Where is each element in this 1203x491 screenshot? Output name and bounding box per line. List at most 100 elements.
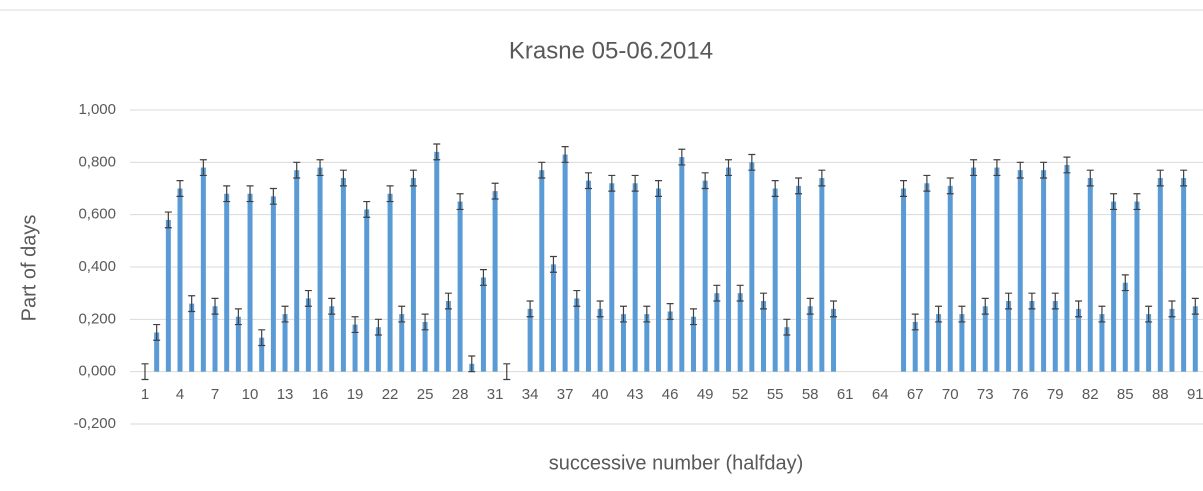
y-tick-label: -0,200 (73, 415, 116, 432)
error-bar (713, 284, 721, 302)
bar (959, 314, 965, 372)
bar (1099, 314, 1105, 372)
error-bar (993, 159, 1001, 177)
bar (1029, 301, 1035, 372)
bar (971, 167, 977, 372)
bar (994, 167, 1000, 372)
error-bar (351, 316, 359, 334)
x-tick-label: 70 (942, 386, 959, 403)
bar (550, 264, 556, 372)
bar (982, 306, 988, 372)
bar (784, 327, 790, 372)
bar (772, 188, 778, 372)
bar (177, 188, 183, 372)
bar (1006, 301, 1012, 372)
bar (294, 170, 300, 372)
error-bar (269, 187, 277, 205)
bar (259, 337, 265, 372)
error-bar (911, 313, 919, 331)
error-bar (491, 182, 499, 200)
x-tick-label: 67 (907, 386, 924, 403)
bar (422, 321, 428, 372)
error-bar (1145, 305, 1153, 323)
error-bar (958, 305, 966, 323)
error-bar (398, 305, 406, 323)
bar (189, 303, 195, 372)
bar (749, 162, 755, 372)
x-tick-label: 13 (277, 386, 294, 403)
error-bar (1168, 300, 1176, 318)
bar (562, 154, 568, 372)
x-tick-label: 49 (697, 386, 714, 403)
error-bar (211, 297, 219, 315)
error-bar (1098, 305, 1106, 323)
bar (1146, 314, 1152, 372)
error-bar (339, 169, 347, 187)
bar (457, 201, 463, 372)
error-bar (946, 177, 954, 195)
x-tick-label: 79 (1047, 386, 1064, 403)
x-tick-label: 22 (382, 386, 399, 403)
error-bar (1016, 161, 1024, 179)
bar (1017, 170, 1023, 372)
bar (1087, 178, 1093, 372)
x-tick-label: 58 (802, 386, 819, 403)
error-bar (164, 211, 172, 229)
error-bar (631, 174, 639, 192)
error-bar (701, 172, 709, 190)
bar (329, 306, 335, 372)
error-bar (596, 300, 604, 318)
bar (387, 193, 393, 372)
bar (1181, 178, 1187, 372)
bar (702, 180, 708, 372)
error-bar (503, 363, 511, 381)
error-bar (1086, 169, 1094, 187)
error-bar (900, 180, 908, 197)
bar (690, 316, 696, 372)
bar (936, 314, 942, 372)
error-bar (1051, 292, 1059, 310)
bar (445, 301, 451, 372)
x-tick-label: 73 (977, 386, 994, 403)
bar (539, 170, 545, 372)
error-bar (281, 305, 289, 323)
bar (305, 298, 311, 372)
x-tick-label: 64 (872, 386, 889, 403)
error-bar (830, 300, 838, 318)
error-bar (1156, 169, 1164, 187)
x-tick-label: 28 (452, 386, 469, 403)
error-bar (234, 308, 242, 326)
error-bar (141, 363, 149, 381)
error-bar (654, 180, 662, 197)
error-bar (479, 269, 487, 286)
bar (352, 324, 358, 372)
bar (574, 298, 580, 372)
error-bar (1063, 156, 1071, 174)
bar (399, 314, 405, 372)
error-bar (1180, 169, 1188, 187)
bar (282, 314, 288, 372)
y-tick-label: 0,000 (78, 363, 116, 380)
error-bar (935, 305, 943, 323)
y-tick-label: 0,600 (78, 206, 116, 223)
bar (644, 314, 650, 372)
error-bar (573, 289, 581, 307)
bar (947, 185, 953, 372)
error-bar (760, 292, 768, 310)
error-bar (538, 161, 546, 179)
error-bar (409, 169, 417, 187)
error-bar (795, 177, 803, 195)
x-tick-label: 85 (1117, 386, 1134, 403)
bar (901, 188, 907, 372)
error-bar (199, 159, 207, 177)
bar (1134, 201, 1140, 372)
x-tick-label: 40 (592, 386, 609, 403)
error-bar (818, 169, 826, 187)
bar (270, 196, 276, 372)
bar (924, 183, 930, 372)
bar (679, 157, 685, 372)
bar (224, 193, 230, 372)
bar (1122, 282, 1128, 372)
x-tick-label: 7 (211, 386, 219, 403)
error-bar (771, 180, 779, 197)
